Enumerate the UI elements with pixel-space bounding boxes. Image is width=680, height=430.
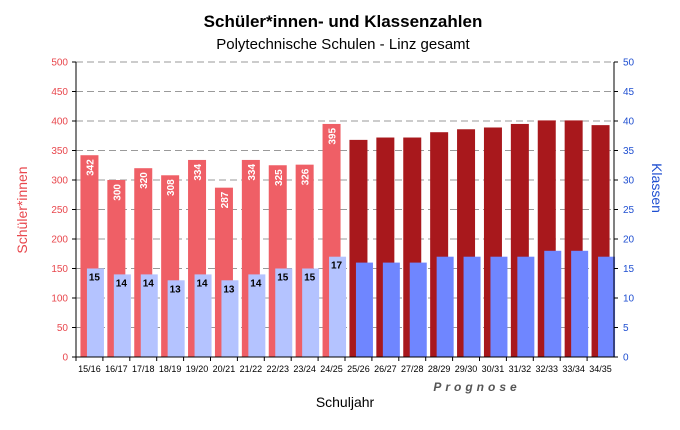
classes-value-label: 15: [89, 273, 101, 284]
classes-bar: [598, 256, 616, 357]
students-value-label: 287: [220, 191, 231, 208]
classes-bar: [436, 256, 454, 357]
classes-value-label: 13: [223, 284, 235, 295]
data-labels: 342 15 300 14 320 14 308 13 334 14 287 13 334 14 325 15…: [85, 128, 342, 296]
classes-bar: [490, 256, 508, 357]
x-tick-label: 31/32: [509, 364, 532, 374]
x-tick-label: 28/29: [428, 364, 451, 374]
classes-value-label: 14: [250, 278, 262, 289]
classes-value-label: 14: [116, 278, 128, 289]
classes-value-label: 17: [331, 261, 343, 272]
chart-title: Schüler*innen- und Klassenzahlen: [204, 12, 483, 31]
x-tick-label: 20/21: [213, 364, 236, 374]
classes-bar: [113, 274, 131, 357]
y2-tick-label: 0: [623, 353, 629, 364]
classes-bar: [302, 268, 320, 357]
y-tick-label: 200: [51, 235, 68, 246]
classes-bar: [194, 274, 212, 357]
y-tick-label: 350: [51, 146, 68, 157]
classes-bar: [221, 280, 239, 357]
x-axis-label: Schuljahr: [316, 394, 375, 410]
x-tick-label: 23/24: [293, 364, 316, 374]
x-tick-label: 29/30: [455, 364, 478, 374]
students-value-label: 334: [247, 164, 258, 181]
classes-bar: [463, 256, 481, 357]
y-tick-label: 100: [51, 294, 68, 305]
chart-subtitle: Polytechnische Schulen - Linz gesamt: [216, 36, 470, 53]
students-value-label: 325: [274, 169, 285, 186]
x-tick-label: 33/34: [562, 364, 585, 374]
x-tick-label: 25/26: [347, 364, 370, 374]
x-tick-label: 27/28: [401, 364, 424, 374]
students-value-label: 334: [193, 164, 204, 181]
y2-tick-label: 35: [623, 146, 635, 157]
x-tick-label: 21/22: [240, 364, 263, 374]
classes-bar: [167, 280, 185, 357]
classes-bar: [355, 262, 373, 357]
students-value-label: 308: [166, 179, 177, 196]
classes-bar: [329, 256, 347, 357]
x-tick-label: 19/20: [186, 364, 209, 374]
y2-tick-label: 40: [623, 117, 635, 128]
right-axis-ticks: 0 5 10 15 20 25 30 35 40 45 50: [623, 58, 635, 364]
classes-bar: [275, 268, 293, 357]
classes-value-label: 13: [170, 284, 182, 295]
classes-bar: [382, 262, 400, 357]
classes-bar: [517, 256, 535, 357]
students-value-label: 300: [112, 184, 123, 201]
students-value-label: 395: [328, 128, 339, 145]
y2-tick-label: 10: [623, 294, 635, 305]
y2-tick-label: 5: [623, 323, 629, 334]
y2-tick-label: 45: [623, 87, 635, 98]
y-tick-label: 150: [51, 264, 68, 275]
left-axis-ticks: 0 50 100 150 200 250 300 350 400 450 500: [51, 58, 68, 364]
classes-bar: [140, 274, 158, 357]
y2-tick-label: 30: [623, 176, 635, 187]
x-tick-label: 16/17: [105, 364, 128, 374]
x-tick-label: 22/23: [266, 364, 289, 374]
forecast-annotation: Prognose: [433, 380, 520, 394]
x-tick-label: 26/27: [374, 364, 397, 374]
students-value-label: 342: [85, 159, 96, 176]
y-axis-label: Schüler*innen: [14, 166, 30, 253]
classes-bar: [409, 262, 427, 357]
y-tick-label: 0: [62, 353, 68, 364]
classes-value-label: 14: [143, 278, 155, 289]
y2-tick-label: 20: [623, 235, 635, 246]
x-tick-label: 17/18: [132, 364, 155, 374]
classes-value-label: 15: [304, 273, 316, 284]
y2-tick-label: 25: [623, 205, 635, 216]
x-tick-label: 18/19: [159, 364, 182, 374]
y-tick-label: 300: [51, 176, 68, 187]
x-axis-ticks: 15/16 16/17 17/18 18/19 19/20 20/21 21/22 22/23…: [78, 364, 612, 374]
students-value-label: 320: [139, 172, 150, 189]
y2-axis-label: Klassen: [649, 163, 665, 213]
classes-bar: [86, 268, 104, 357]
x-tick-label: 34/35: [589, 364, 612, 374]
x-tick-label: 30/31: [482, 364, 505, 374]
classes-bar: [571, 250, 589, 357]
axes: [72, 61, 618, 361]
x-tick-label: 32/33: [535, 364, 558, 374]
y2-tick-label: 15: [623, 264, 635, 275]
x-tick-label: 15/16: [78, 364, 101, 374]
y2-tick-label: 50: [623, 58, 635, 69]
y-tick-label: 250: [51, 205, 68, 216]
classes-value-label: 14: [196, 278, 208, 289]
students-value-label: 326: [301, 168, 312, 185]
bars: [80, 120, 616, 358]
classes-value-label: 15: [277, 273, 289, 284]
x-tick-label: 24/25: [320, 364, 343, 374]
y-tick-label: 450: [51, 87, 68, 98]
classes-bar: [248, 274, 266, 357]
classes-bar: [544, 250, 562, 357]
y-tick-label: 500: [51, 58, 68, 69]
y-tick-label: 50: [57, 323, 69, 334]
y-tick-label: 400: [51, 117, 68, 128]
